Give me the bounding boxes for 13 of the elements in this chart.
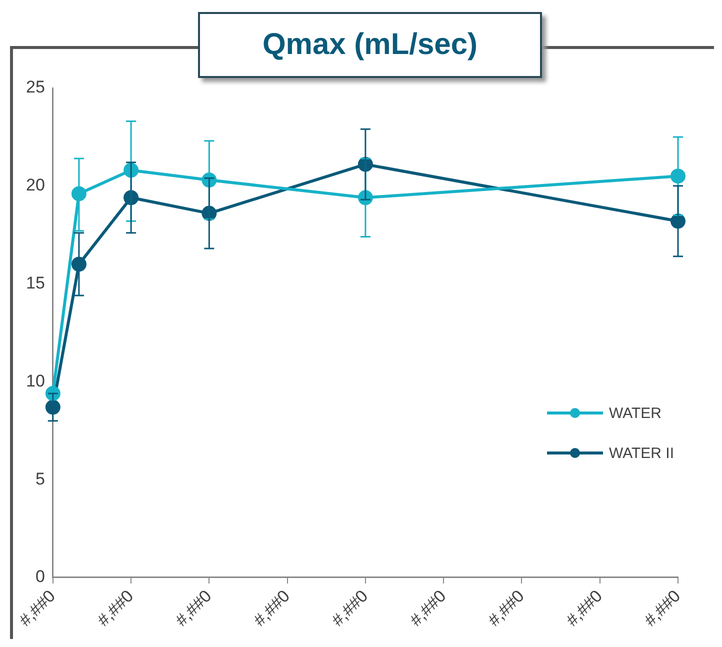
point (71, 186, 86, 202)
chart-title: Qmax (mL/sec) (198, 12, 542, 78)
y-tick-label: 15 (26, 273, 45, 292)
point (124, 190, 139, 206)
y-tick-label: 10 (26, 371, 45, 390)
y-tick-label: 0 (35, 567, 45, 586)
point (71, 256, 86, 272)
y-tick-label: 20 (26, 176, 45, 195)
legend-label: WATER II (609, 444, 674, 462)
y-tick-label: 25 (26, 78, 45, 97)
point (670, 168, 686, 184)
y-tick-label: 5 (35, 469, 45, 488)
legend-label: WATER (609, 404, 662, 422)
